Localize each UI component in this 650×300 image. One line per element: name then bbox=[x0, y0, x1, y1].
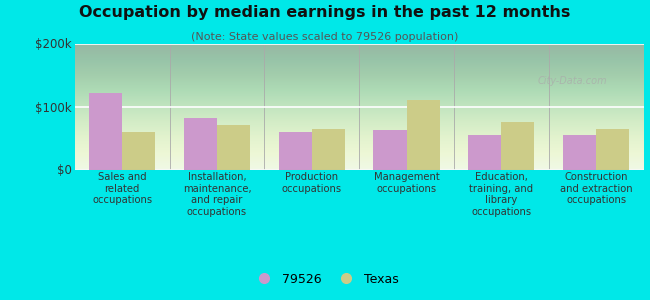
Text: Occupation by median earnings in the past 12 months: Occupation by median earnings in the pas… bbox=[79, 4, 571, 20]
Bar bbox=[184, 118, 217, 170]
Bar bbox=[406, 100, 439, 170]
Bar bbox=[596, 128, 629, 170]
Legend: 79526, Texas: 79526, Texas bbox=[246, 268, 404, 291]
Bar bbox=[312, 128, 345, 170]
Text: (Note: State values scaled to 79526 population): (Note: State values scaled to 79526 popu… bbox=[191, 32, 459, 41]
Text: City-Data.com: City-Data.com bbox=[537, 76, 607, 86]
Bar bbox=[122, 132, 155, 169]
Bar bbox=[373, 130, 406, 170]
Bar bbox=[563, 136, 596, 169]
Bar bbox=[279, 132, 312, 169]
Bar bbox=[468, 136, 501, 169]
Bar bbox=[501, 122, 534, 170]
Bar bbox=[89, 93, 122, 170]
Bar bbox=[217, 125, 250, 169]
